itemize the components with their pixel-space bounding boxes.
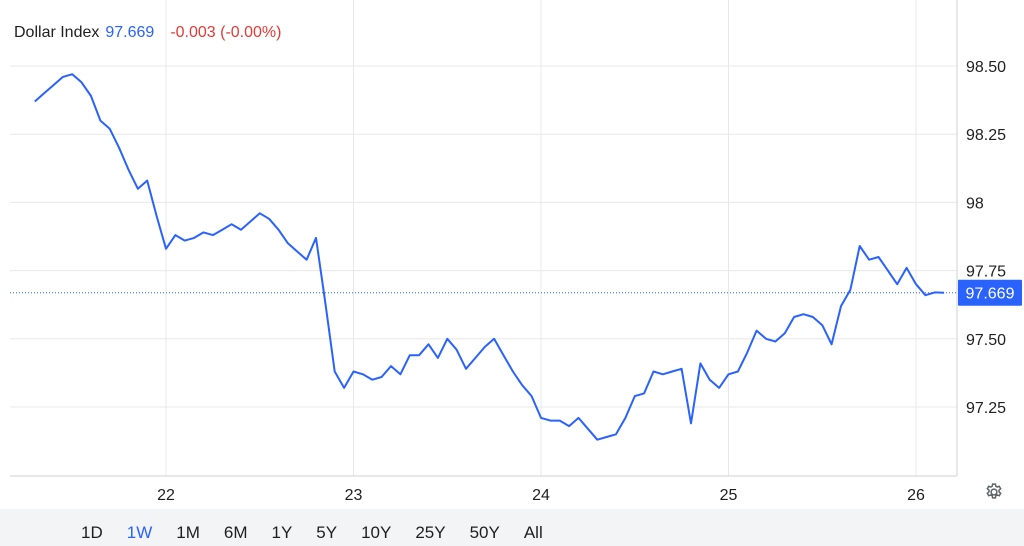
- range-25y[interactable]: 25Y: [415, 523, 446, 542]
- x-tick-label: 23: [345, 487, 363, 504]
- x-tick-label: 22: [157, 487, 175, 504]
- x-tick-label: 26: [907, 487, 925, 504]
- y-tick-label: 98.25: [966, 127, 1006, 144]
- range-bar: [0, 509, 1024, 546]
- gear-icon[interactable]: [984, 482, 1004, 502]
- range-10y[interactable]: 10Y: [361, 523, 392, 542]
- x-tick-label: 25: [720, 487, 738, 504]
- range-1d[interactable]: 1D: [81, 523, 103, 542]
- range-selector: 1D 1W 1M 6M 1Y 5Y 10Y 25Y 50Y All: [81, 523, 567, 543]
- range-1w[interactable]: 1W: [126, 523, 153, 542]
- y-tick-label: 97.75: [966, 264, 1006, 281]
- y-tick-label: 98: [966, 195, 984, 212]
- range-6m[interactable]: 6M: [223, 523, 248, 542]
- price-chart: 98.50 98.25 98 97.75 97.50 97.25 22 23 24 25 26 97.…: [10, 0, 1022, 504]
- range-1m[interactable]: 1M: [176, 523, 200, 542]
- range-all[interactable]: All: [523, 523, 543, 542]
- y-tick-label: 97.25: [966, 400, 1006, 417]
- current-price: 97.669: [105, 24, 155, 41]
- y-tick-label: 98.50: [966, 59, 1006, 76]
- price-series-line: [34, 73, 945, 441]
- range-5y[interactable]: 5Y: [316, 523, 338, 542]
- current-price-label: 97.669: [966, 286, 1015, 303]
- chart-header: Dollar Index 97.669 -0.003 (-0.00%): [14, 24, 281, 42]
- range-1y[interactable]: 1Y: [271, 523, 293, 542]
- index-name: Dollar Index: [14, 24, 100, 41]
- price-change: -0.003 (-0.00%): [170, 24, 282, 41]
- range-50y[interactable]: 50Y: [469, 523, 500, 542]
- y-tick-label: 97.50: [966, 332, 1006, 349]
- x-tick-label: 24: [532, 487, 550, 504]
- current-price-box: [958, 279, 1022, 306]
